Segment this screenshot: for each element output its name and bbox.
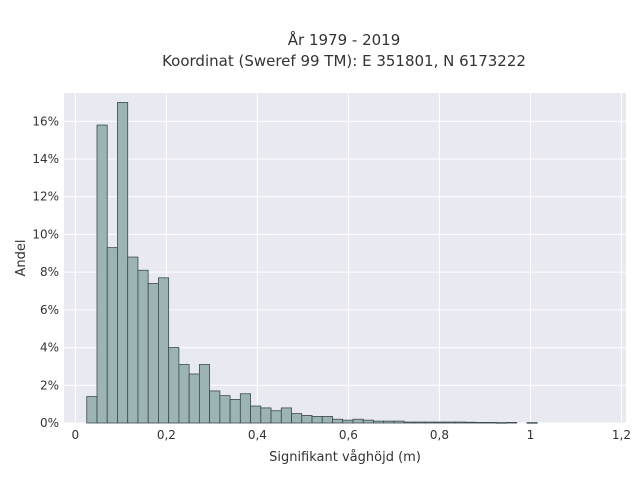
histogram-bar (352, 418, 364, 424)
histogram-bar (403, 421, 415, 424)
histogram-bar (280, 407, 292, 424)
x-tick-label: 0 (72, 428, 80, 442)
x-tick-label: 0,2 (157, 428, 176, 442)
histogram-bar (444, 421, 456, 424)
histogram-bar (454, 421, 466, 424)
x-tick-label: 0,8 (430, 428, 449, 442)
histogram-bars (86, 102, 538, 424)
chart-title: År 1979 - 2019 (288, 30, 401, 49)
histogram-bar (127, 256, 139, 424)
histogram-bar (362, 419, 374, 424)
histogram-bar (413, 421, 426, 424)
histogram-bar (106, 247, 118, 424)
histogram-bar (229, 399, 241, 424)
histogram-bar (239, 393, 251, 424)
histogram-bar (311, 415, 323, 424)
y-tick-label: 6% (40, 303, 59, 317)
histogram-bar (526, 422, 538, 424)
x-tick-labels: 0 0,2 0,4 0,6 0,8 1 1,2 (72, 428, 631, 442)
histogram-bar (485, 422, 497, 424)
histogram-bar (321, 415, 333, 424)
histogram-bar (168, 347, 180, 424)
histogram-bar (219, 395, 231, 424)
histogram-bar (301, 415, 313, 424)
histogram-bar (393, 420, 405, 424)
x-tick-label: 0,6 (339, 428, 358, 442)
histogram-bar (250, 405, 262, 424)
y-tick-label: 14% (32, 152, 59, 166)
histogram-bar (291, 413, 303, 424)
histogram-bar (332, 418, 344, 424)
x-tick-label: 1 (527, 428, 535, 442)
y-tick-label: 0% (40, 416, 59, 430)
y-tick-label: 2% (40, 378, 59, 392)
chart-subtitle: Koordinat (Sweref 99 TM): E 351801, N 61… (162, 52, 526, 70)
histogram-bar (342, 419, 354, 424)
y-tick-label: 10% (32, 227, 59, 241)
histogram-bar (147, 283, 159, 424)
histogram-bar (270, 410, 282, 424)
histogram-bar (465, 421, 477, 424)
histogram-bar (475, 422, 487, 424)
histogram-bar (506, 422, 518, 424)
histogram-bar (188, 373, 200, 424)
y-tick-label: 12% (32, 190, 59, 204)
histogram-bar (117, 102, 129, 424)
y-tick-labels: 0% 2% 4% 6% 8% 10% 12% 14% 16% (32, 114, 59, 430)
y-axis-label: Andel (14, 240, 29, 277)
histogram-bar (260, 407, 272, 424)
histogram-bar (137, 269, 149, 424)
histogram-bar (178, 364, 190, 424)
histogram-bar (373, 420, 385, 424)
histogram-bar (495, 422, 507, 424)
histogram-bar (424, 421, 436, 424)
histogram-bar (86, 396, 98, 424)
x-axis-label: Signifikant våghöjd (m) (269, 450, 421, 465)
x-tick-label: 1,2 (612, 428, 631, 442)
histogram-bar (383, 420, 395, 424)
y-tick-label: 8% (40, 265, 59, 279)
histogram-bar (198, 364, 211, 424)
y-tick-label: 16% (32, 114, 59, 128)
histogram-bar (96, 124, 108, 424)
x-tick-label: 0,4 (248, 428, 267, 442)
histogram-bar (209, 390, 221, 424)
histogram-bar (434, 421, 446, 424)
histogram-bar (158, 277, 170, 424)
y-tick-label: 4% (40, 341, 59, 355)
